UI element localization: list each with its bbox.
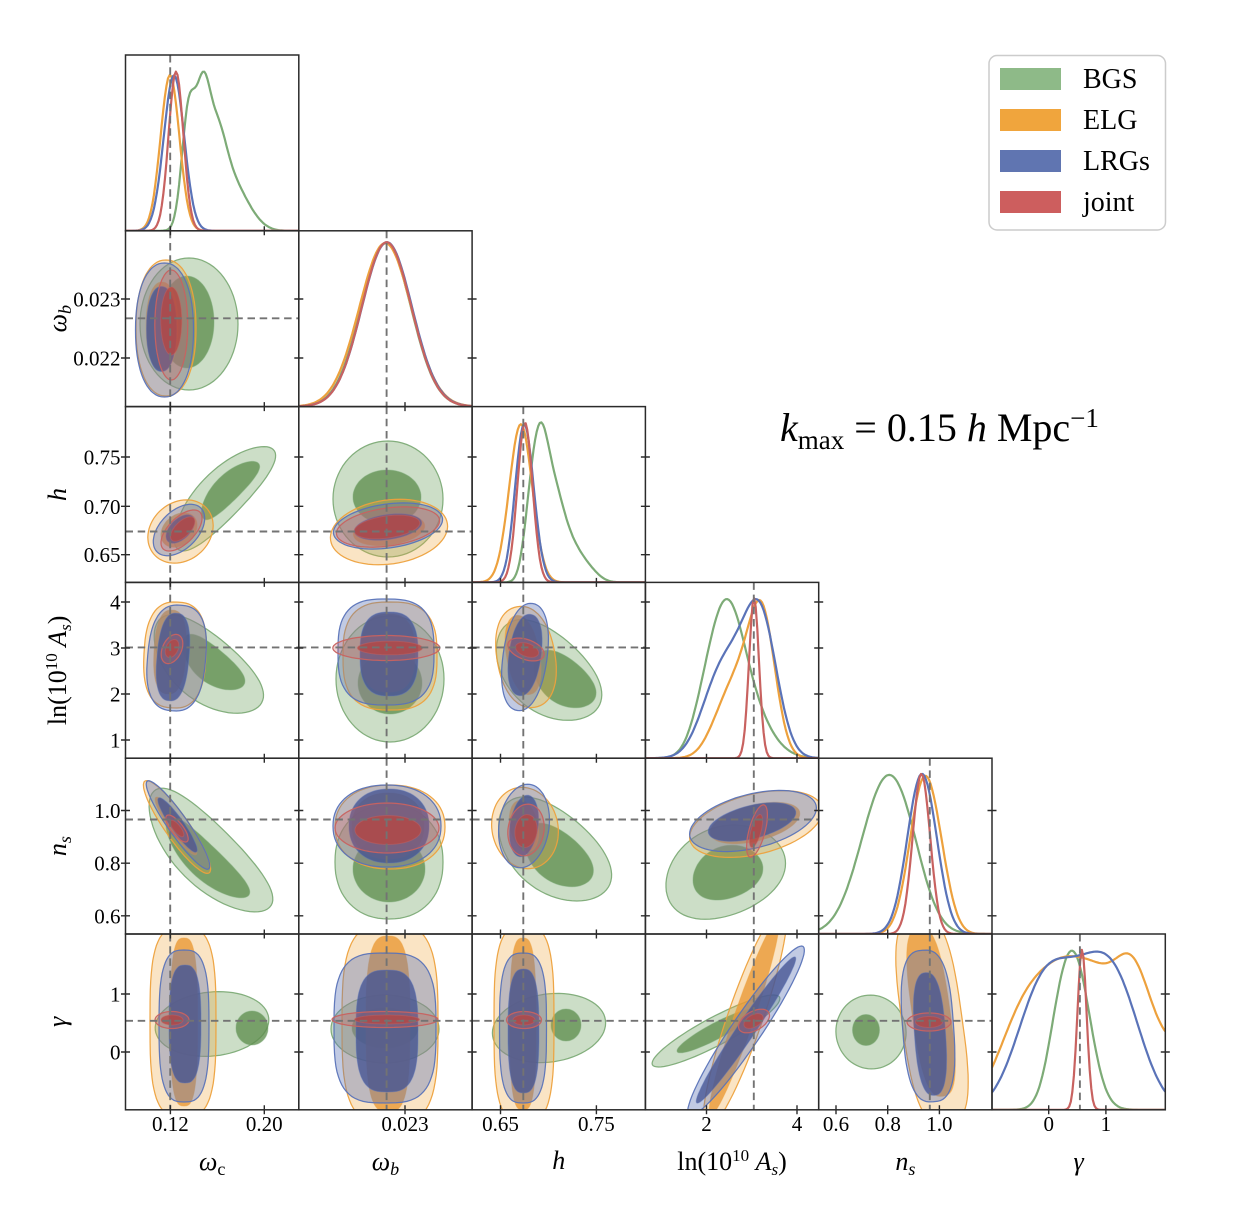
svg-text:ωb: ωb	[372, 1147, 399, 1179]
svg-text:ns: ns	[43, 836, 75, 856]
svg-text:ln(1010 As): ln(1010 As)	[42, 616, 75, 726]
svg-text:ωb: ωb	[43, 305, 75, 332]
svg-text:0.12: 0.12	[152, 1112, 189, 1136]
svg-text:0.75: 0.75	[578, 1112, 615, 1136]
svg-text:0.6: 0.6	[823, 1112, 849, 1136]
svg-text:0.8: 0.8	[875, 1112, 901, 1136]
svg-text:0.8: 0.8	[94, 852, 120, 876]
svg-text:LRGs: LRGs	[1083, 146, 1150, 177]
svg-text:0: 0	[110, 1041, 121, 1065]
svg-text:h: h	[43, 488, 72, 501]
svg-text:ELG: ELG	[1083, 105, 1137, 136]
svg-text:4: 4	[792, 1112, 803, 1136]
svg-text:γ: γ	[43, 1016, 72, 1027]
svg-text:1: 1	[1101, 1112, 1112, 1136]
svg-text:0.75: 0.75	[84, 446, 121, 470]
svg-text:joint: joint	[1082, 187, 1135, 218]
svg-text:2: 2	[701, 1112, 712, 1136]
svg-text:0.70: 0.70	[84, 495, 121, 519]
svg-text:0.20: 0.20	[246, 1112, 283, 1136]
svg-text:0: 0	[1043, 1112, 1054, 1136]
svg-text:γ: γ	[1074, 1147, 1085, 1176]
svg-text:1.0: 1.0	[94, 799, 120, 823]
svg-text:0.023: 0.023	[381, 1112, 428, 1136]
svg-text:BGS: BGS	[1083, 64, 1137, 95]
svg-text:0.65: 0.65	[84, 543, 121, 567]
svg-text:4: 4	[110, 591, 121, 615]
svg-text:0.6: 0.6	[94, 904, 120, 928]
svg-text:2: 2	[110, 683, 121, 707]
svg-text:kmax = 0.15 h Mpc−1: kmax = 0.15 h Mpc−1	[780, 403, 1099, 455]
svg-text:h: h	[552, 1146, 565, 1175]
svg-text:ns: ns	[895, 1147, 915, 1179]
svg-text:0.023: 0.023	[73, 288, 120, 312]
svg-text:0.022: 0.022	[73, 347, 120, 371]
svg-text:ln(1010 As): ln(1010 As)	[677, 1146, 787, 1179]
svg-text:1.0: 1.0	[926, 1112, 952, 1136]
svg-text:1: 1	[110, 983, 121, 1007]
svg-text:1: 1	[110, 729, 121, 753]
svg-text:ωc: ωc	[199, 1147, 225, 1179]
svg-text:3: 3	[110, 637, 121, 661]
svg-text:0.65: 0.65	[482, 1112, 519, 1136]
